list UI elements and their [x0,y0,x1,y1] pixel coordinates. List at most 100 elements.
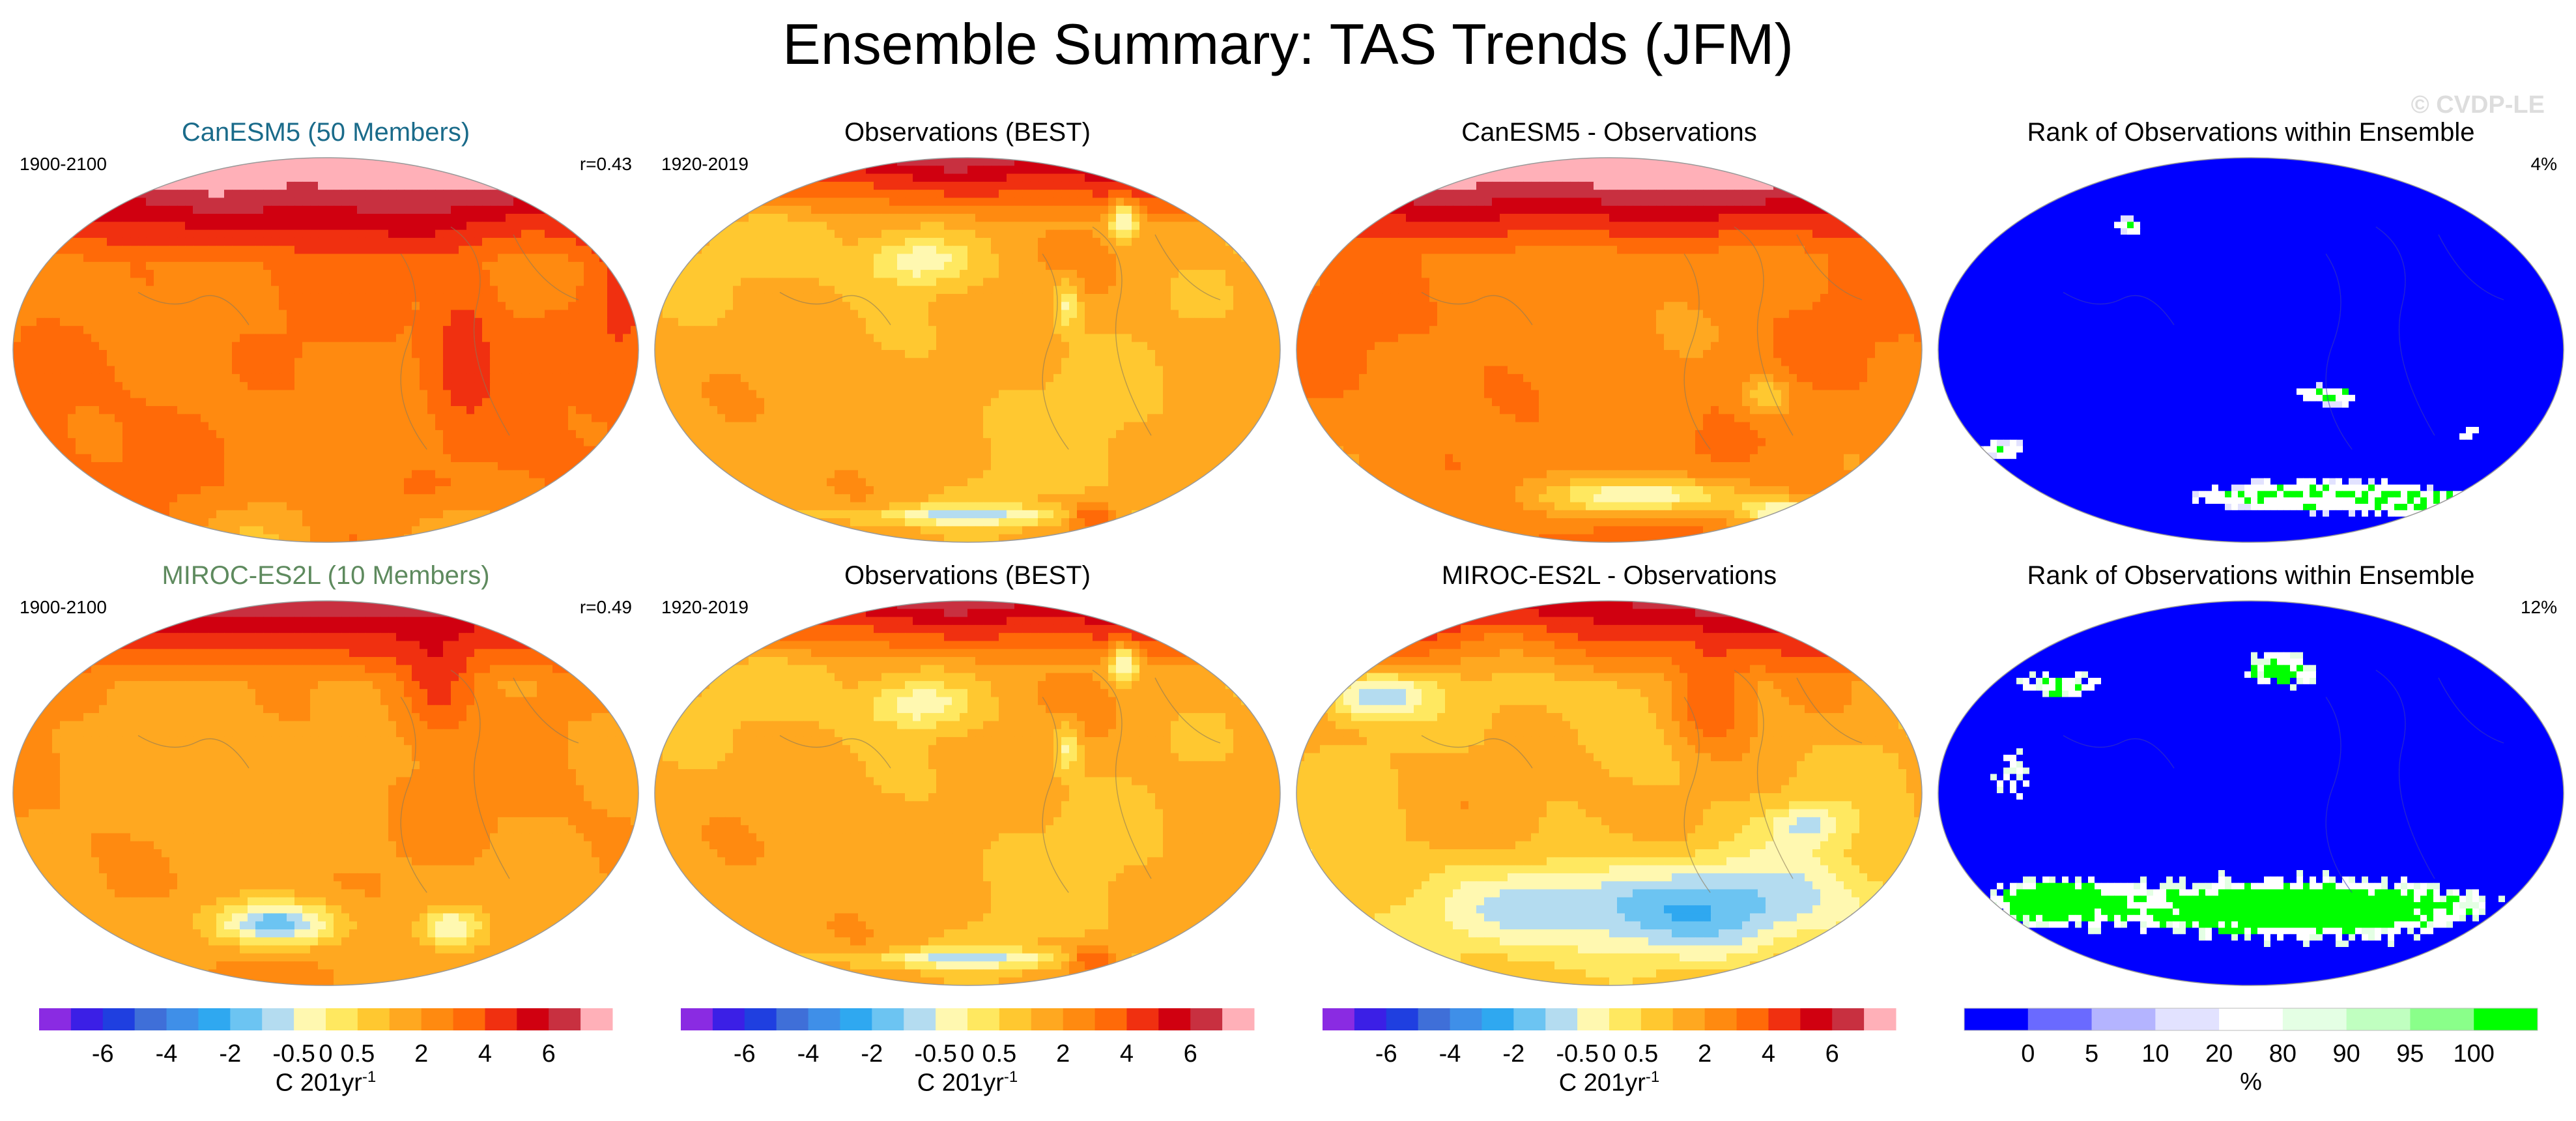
colorbar-swatch [2474,1008,2538,1030]
colorbar-tick-label: 2 [414,1040,428,1068]
period-label: 1900-2100 [20,154,107,175]
colorbar-swatch [1736,1008,1769,1030]
colorbar-swatch [1800,1008,1833,1030]
colorbar-unit-label: % [1932,1068,2570,1096]
map-field [1296,601,1922,985]
stat-label: r=0.43 [580,154,632,175]
colorbar-swatch [1126,1008,1159,1030]
coastline [137,669,579,893]
colorbar-swatch [1222,1008,1255,1030]
map-outline [654,157,1281,543]
colorbar-swatch [453,1008,485,1030]
colorbar-swatch [2091,1008,2156,1030]
period-label: 1920-2019 [661,154,749,175]
colorbar-tick-label: 6 [1825,1040,1839,1068]
colorbar-tick-label: 0.5 [340,1040,375,1068]
map-field [655,158,1280,542]
colorbar-swatch [102,1008,136,1030]
map-outline [1938,600,2564,986]
colorbar-tick-label: 100 [2454,1040,2495,1068]
map-outline [1296,600,1923,986]
colorbar-swatch [808,1008,840,1030]
colorbar-swatch [1864,1008,1896,1030]
colorbar-swatch [580,1008,613,1030]
colorbar-tick-label: 5 [2085,1040,2098,1068]
panel-title: Observations (BEST) [648,560,1287,590]
colorbar-tick-label: 2 [1056,1040,1070,1068]
colorbar-tick-label: 6 [542,1040,556,1068]
map-field [655,601,1280,985]
colorbar-swatch [1577,1008,1610,1030]
map-plot [12,157,639,543]
colorbar-swatch [485,1008,517,1030]
map-plot [12,600,639,986]
colorbar-swatch [1545,1008,1578,1030]
colorbar-swatch [2027,1008,2093,1030]
colorbar-swatch [1609,1008,1642,1030]
map-panel-diff-1: CanESM5 - Observations [1290,117,1928,543]
coastline [137,226,579,450]
colorbar-tick-label: -4 [797,1040,820,1068]
colorbar-swatch [1640,1008,1674,1030]
map-plot [1296,157,1923,543]
panel-title: Rank of Observations within Ensemble [1932,560,2570,590]
colorbar-tick-label: 90 [2333,1040,2360,1068]
colorbar-swatch [294,1008,326,1030]
colorbar-tick-label: -6 [92,1040,114,1068]
panel-title: MIROC-ES2L (10 Members) [7,560,645,590]
map-panel-rank-1: Rank of Observations within Ensemble 4% [1932,117,2570,543]
colorbar-tick-label: -6 [1375,1040,1397,1068]
colorbar-swatch [1354,1008,1387,1030]
colorbar-tick-label: 0 [960,1040,974,1068]
colorbar-swatch [134,1008,167,1030]
colorbar-tick-label: 4 [1120,1040,1134,1068]
colorbar-swatch [999,1008,1032,1030]
colorbar-swatch [2346,1008,2411,1030]
map-outline [12,157,639,543]
colorbar-swatch [326,1008,358,1030]
coastline [779,669,1221,893]
colorbar-tick-label: 0 [319,1040,332,1068]
map-panel-model-2: MIROC-ES2L (10 Members) 1900-2100 r=0.49 [7,560,645,986]
colorbar-unit-label: C 201yr-1 [648,1068,1287,1098]
map-panel-obs-1: Observations (BEST) 1920-2019 [648,117,1287,543]
colorbar-tick-label: 2 [1698,1040,1711,1068]
coastline [2063,669,2504,893]
colorbar-swatch [872,1008,904,1030]
colorbar-tick-label: 4 [1762,1040,1775,1068]
colorbar-tick-label: -2 [219,1040,241,1068]
colorbar-swatch [262,1008,294,1030]
colorbar-swatch [712,1008,745,1030]
colorbar-swatch [1418,1008,1451,1030]
colorbar-tick-label: -2 [861,1040,883,1068]
map-outline [1938,157,2564,543]
panel-title: Rank of Observations within Ensemble [1932,117,2570,147]
map-panel-model-1: CanESM5 (50 Members) 1900-2100 r=0.43 [7,117,645,543]
colorbar-swatch [1386,1008,1419,1030]
map-plot [1938,600,2564,986]
colorbar-swatch [1190,1008,1223,1030]
colorbar-swatch [1450,1008,1482,1030]
colorbar-tick-label: -0.5 [914,1040,956,1068]
map-field [1296,158,1922,542]
map-outline [12,600,639,986]
colorbar-tick-label: 20 [2205,1040,2233,1068]
colorbar-border [1964,1008,2538,1031]
colorbar-swatch [904,1008,936,1030]
map-field [1938,601,2564,985]
colorbar-swatch [421,1008,454,1030]
colorbar-swatch [1672,1008,1706,1030]
colorbar-swatch [1832,1008,1865,1030]
panel-title: MIROC-ES2L - Observations [1290,560,1928,590]
coastline [2063,226,2504,450]
panel-title: CanESM5 - Observations [1290,117,1928,147]
colorbar-swatch [39,1008,72,1030]
colorbar-swatch [681,1008,713,1030]
colorbar-swatch [1095,1008,1127,1030]
map-field [13,601,638,985]
stat-label: r=0.49 [580,597,632,618]
colorbar-swatch [776,1008,809,1030]
colorbar-tick-label: 80 [2269,1040,2297,1068]
colorbar-tick-label: -4 [156,1040,178,1068]
map-field [13,158,638,542]
